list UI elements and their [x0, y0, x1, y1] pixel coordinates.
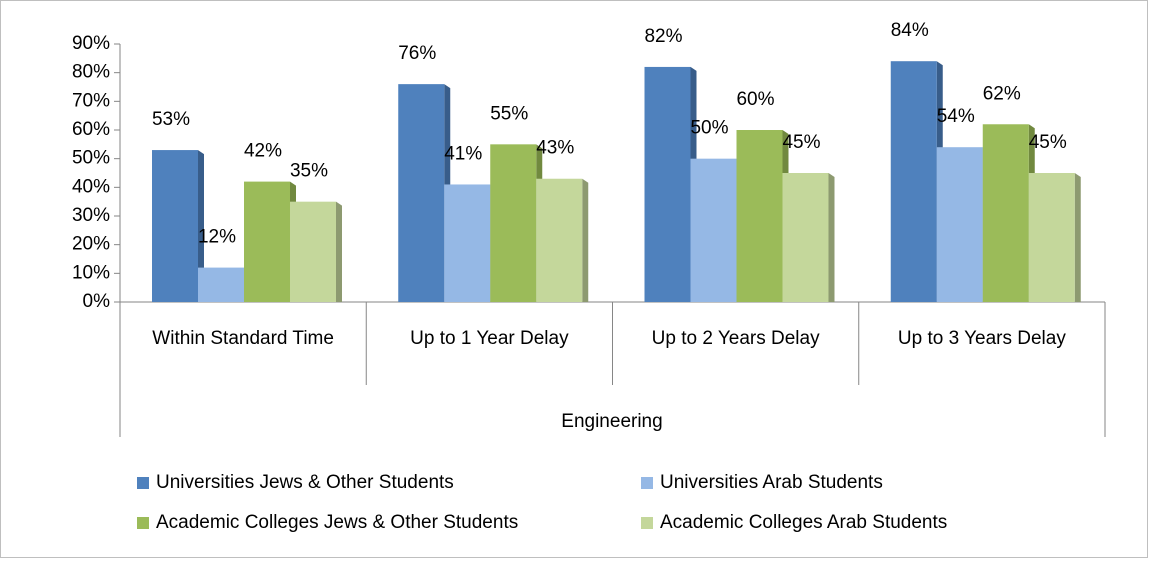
bar	[890, 61, 937, 303]
bar-side	[1074, 173, 1081, 302]
bar	[490, 144, 537, 302]
data-label: 60%	[736, 89, 774, 110]
x-tick-label: Up to 2 Years Delay	[651, 328, 820, 349]
y-tick-label: 30%	[72, 205, 110, 226]
y-tick-label: 50%	[72, 148, 110, 169]
legend-label: Academic Colleges Arab Students	[660, 512, 947, 533]
legend-label: Academic Colleges Jews & Other Students	[156, 512, 518, 533]
bar	[244, 181, 290, 302]
data-label: 62%	[983, 83, 1021, 104]
bar	[444, 184, 491, 302]
bar	[644, 66, 691, 302]
x-tick-label-box: Up to 2 Years Delay	[651, 328, 820, 349]
data-label: 50%	[690, 118, 728, 139]
x-tick-label: Up to 1 Year Delay	[410, 328, 569, 349]
bar	[936, 147, 983, 302]
data-label: 76%	[398, 43, 436, 64]
x-tick-label-box: Up to 3 Years Delay	[897, 328, 1066, 349]
y-tick-label: 60%	[72, 119, 110, 140]
x-tick-label: Up to 3 Years Delay	[897, 328, 1066, 349]
legend-swatch	[137, 517, 149, 529]
data-label: 42%	[244, 141, 282, 162]
data-label: 82%	[644, 26, 682, 47]
data-label: 41%	[444, 143, 482, 164]
bar	[782, 173, 829, 302]
bar	[152, 150, 198, 302]
x-tick-label-box: Up to 1 Year Delay	[410, 328, 569, 349]
data-label: 35%	[290, 161, 328, 182]
y-tick-label: 70%	[72, 90, 110, 111]
bar	[398, 84, 445, 302]
bar	[536, 178, 583, 302]
y-tick-label: 90%	[72, 33, 110, 54]
data-label: 53%	[152, 109, 190, 130]
x-tick-label-box: Within Standard Time	[152, 328, 334, 349]
bar	[198, 267, 244, 302]
legend-label: Universities Arab Students	[660, 472, 883, 493]
legend-swatch	[641, 517, 653, 529]
data-label: 45%	[782, 132, 820, 153]
bar-side	[828, 173, 835, 302]
category-group-label: Engineering	[561, 411, 662, 432]
bar-side	[336, 201, 342, 302]
x-tick-label: Within Standard Time	[152, 328, 334, 349]
data-label: 54%	[937, 106, 975, 127]
y-tick-label: 0%	[83, 291, 111, 312]
bar-side	[198, 150, 204, 302]
y-tick-label: 40%	[72, 176, 110, 197]
bar	[736, 130, 783, 302]
data-label: 45%	[1029, 132, 1067, 153]
legend-swatch	[137, 477, 149, 489]
data-label: 12%	[198, 227, 236, 248]
bar	[1028, 173, 1075, 302]
data-label: 55%	[490, 103, 528, 124]
bar-side	[582, 178, 589, 302]
bar	[982, 124, 1029, 303]
bar	[290, 201, 336, 302]
y-tick-label: 10%	[72, 262, 110, 283]
y-tick-label: 20%	[72, 234, 110, 255]
legend-label: Universities Jews & Other Students	[156, 472, 454, 493]
legend-swatch	[641, 477, 653, 489]
data-label: 43%	[536, 138, 574, 159]
bar	[690, 158, 737, 302]
data-label: 84%	[891, 20, 929, 41]
y-tick-label: 80%	[72, 62, 110, 83]
